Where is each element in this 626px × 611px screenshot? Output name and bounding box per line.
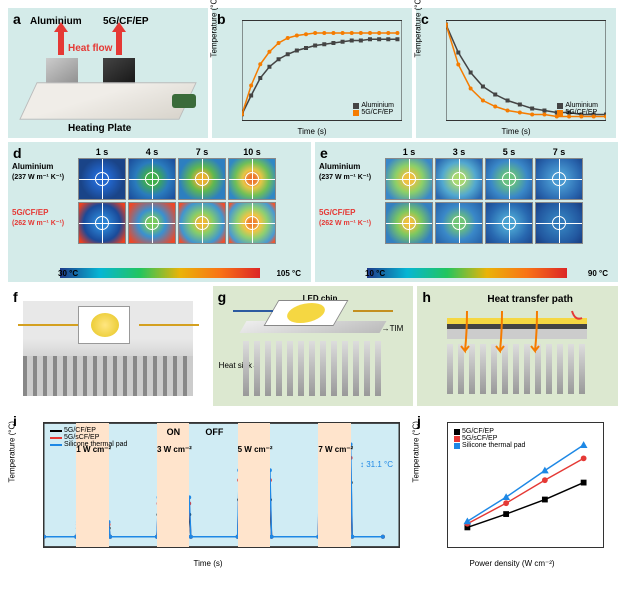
panel-j-label: j [417, 413, 421, 429]
legend-j: 5G/CF/EP5G/sCF/EPSilicone thermal pad [454, 428, 525, 449]
c-xlabel: Time (s) [501, 127, 530, 136]
i-ylabel: Temperature (°C) [8, 421, 17, 482]
thermometer-icon [172, 94, 196, 108]
panel-e-label: e [320, 145, 328, 161]
e-mat1: Aluminium(237 W m⁻¹ K⁻¹) [319, 162, 371, 182]
wire-right [139, 324, 199, 326]
cb-d-min: 30 °C [58, 269, 78, 278]
b-ylabel: Temperature (°C) [210, 0, 219, 58]
row-1: a Aluminium 5G/CF/EP Heat flow Heating P… [8, 8, 618, 138]
b-xlabel: Time (s) [297, 127, 326, 136]
panel-c-label: c [421, 11, 429, 27]
label-heatflow: Heat flow [68, 43, 112, 54]
panel-d: d Aluminium(237 W m⁻¹ K⁻¹) 5G/CF/EP(262 … [8, 142, 311, 282]
colorbar-e [367, 268, 567, 278]
panel-i: i Temperature (°C) Time (s) 1 W cm⁻²3 W … [8, 410, 408, 570]
label-plate: Heating Plate [68, 123, 131, 134]
thermal-grid-e: 1 s3 s5 s7 s [315, 142, 618, 248]
colorbar-d [60, 268, 260, 278]
wire-g-r [353, 310, 393, 312]
heat-arrows [447, 306, 587, 396]
h-title: Heat transfer path [487, 294, 573, 305]
panel-h-label: h [422, 289, 431, 305]
g-tim-label: →TIM [382, 324, 404, 333]
panel-e: e Aluminium(237 W m⁻¹ K⁻¹) 5G/CF/EP(262 … [315, 142, 618, 282]
j-ylabel: Temperature (°C) [412, 421, 421, 482]
panel-g-label: g [218, 289, 227, 305]
panel-b: b Temperature (°C) Time (s) Aluminium5G/… [212, 8, 412, 138]
cb-d-max: 105 °C [276, 269, 301, 278]
panel-f-label: f [13, 289, 18, 305]
panel-f: f [8, 286, 209, 406]
chart-i: 1 W cm⁻²3 W cm⁻²5 W cm⁻²7 W cm⁻²ONOFF↕ 3… [43, 422, 400, 548]
schematic-a: Aluminium 5G/CF/EP Heat flow Heating Pla… [8, 8, 208, 138]
i-xlabel: Time (s) [193, 559, 222, 568]
panel-a-label: a [13, 11, 21, 27]
heating-plate [19, 82, 196, 119]
c-ylabel: Temperature (°C) [414, 0, 423, 58]
panel-c: c Temperature (°C) Time (s) Aluminium5G/… [416, 8, 616, 138]
legend-c: Aluminium5G/CF/EP [557, 102, 598, 116]
panel-d-label: d [13, 145, 22, 161]
figure: a Aluminium 5G/CF/EP Heat flow Heating P… [0, 0, 626, 582]
d-mat1: Aluminium(237 W m⁻¹ K⁻¹) [12, 162, 64, 182]
heatsink-fins [243, 331, 383, 396]
row-3: f g LED chip →TIM Heat sink→ h Heat tran… [8, 286, 618, 406]
panel-b-label: b [217, 11, 226, 27]
j-xlabel: Power density (W cm⁻²) [469, 559, 554, 568]
panel-h: h Heat transfer path [417, 286, 618, 406]
cb-e-min: 10 °C [365, 269, 385, 278]
fins-photo [23, 356, 193, 396]
panel-a: a Aluminium 5G/CF/EP Heat flow Heating P… [8, 8, 208, 138]
wire-left [18, 324, 78, 326]
led-chip-photo [78, 306, 130, 344]
panel-g: g LED chip →TIM Heat sink→ [213, 286, 414, 406]
row-4: i Temperature (°C) Time (s) 1 W cm⁻²3 W … [8, 410, 618, 570]
legend-b: Aluminium5G/CF/EP [353, 102, 394, 116]
panel-j: j Temperature (°C) Power density (W cm⁻²… [412, 410, 612, 570]
wire-g-l [233, 310, 273, 312]
thermal-grid-d: 1 s4 s7 s10 s [8, 142, 311, 248]
arrow-heat-1 [58, 30, 64, 55]
d-mat2: 5G/CF/EP(262 W m⁻¹ K⁻¹) [12, 208, 64, 228]
arrow-heat-2 [116, 30, 122, 55]
panel-i-label: i [13, 413, 17, 429]
row-2: d Aluminium(237 W m⁻¹ K⁻¹) 5G/CF/EP(262 … [8, 142, 618, 282]
cb-e-max: 90 °C [588, 269, 608, 278]
e-mat2: 5G/CF/EP(262 W m⁻¹ K⁻¹) [319, 208, 371, 228]
